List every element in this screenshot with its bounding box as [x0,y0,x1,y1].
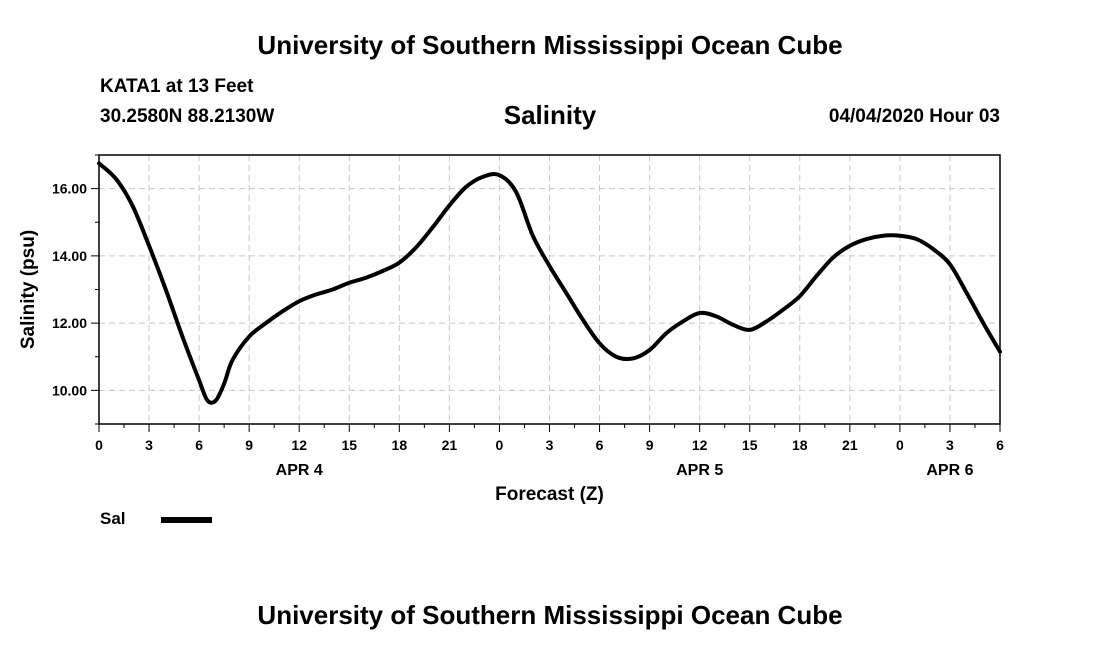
x-tick-label: 6 [996,437,1004,453]
chart-title: Salinity [503,100,597,130]
x-tick-label: 6 [195,437,203,453]
coordinates-label: 30.2580N 88.2130W [100,106,275,127]
top-title: University of Southern Mississippi Ocean… [257,30,843,60]
date-label: APR 5 [676,462,723,479]
x-tick-label: 21 [442,437,458,453]
legend-label: Sal [100,509,126,528]
x-tick-label: 15 [341,437,357,453]
x-tick-label: 0 [896,437,904,453]
x-tick-label: 9 [646,437,654,453]
x-tick-label: 12 [692,437,708,453]
x-tick-label: 18 [392,437,408,453]
y-tick-label: 10.00 [52,382,87,398]
x-tick-label: 18 [792,437,808,453]
bottom-title: University of Southern Mississippi Ocean… [257,600,843,630]
x-tick-label: 6 [596,437,604,453]
datetime-label: 04/04/2020 Hour 03 [828,106,1000,127]
date-label: APR 6 [926,462,973,479]
series-line-sal [97,161,1002,405]
y-tick-label: 16.00 [52,181,87,197]
y-tick-label: 12.00 [52,315,87,331]
x-tick-label: 15 [742,437,758,453]
legend-line-swatch [161,517,212,523]
x-axis-label: Forecast (Z) [495,484,604,505]
station-label: KATA1 at 13 Feet [100,76,254,97]
y-axis-label: Salinity (psu) [18,230,39,349]
x-tick-label: 3 [546,437,554,453]
x-tick-label: 3 [145,437,153,453]
date-label: APR 4 [276,462,323,479]
x-tick-label: 12 [291,437,307,453]
x-tick-label: 9 [245,437,253,453]
x-tick-label: 3 [946,437,954,453]
x-tick-label: 21 [842,437,858,453]
x-tick-label: 0 [95,437,103,453]
x-tick-label: 0 [496,437,504,453]
y-tick-label: 14.00 [52,248,87,264]
